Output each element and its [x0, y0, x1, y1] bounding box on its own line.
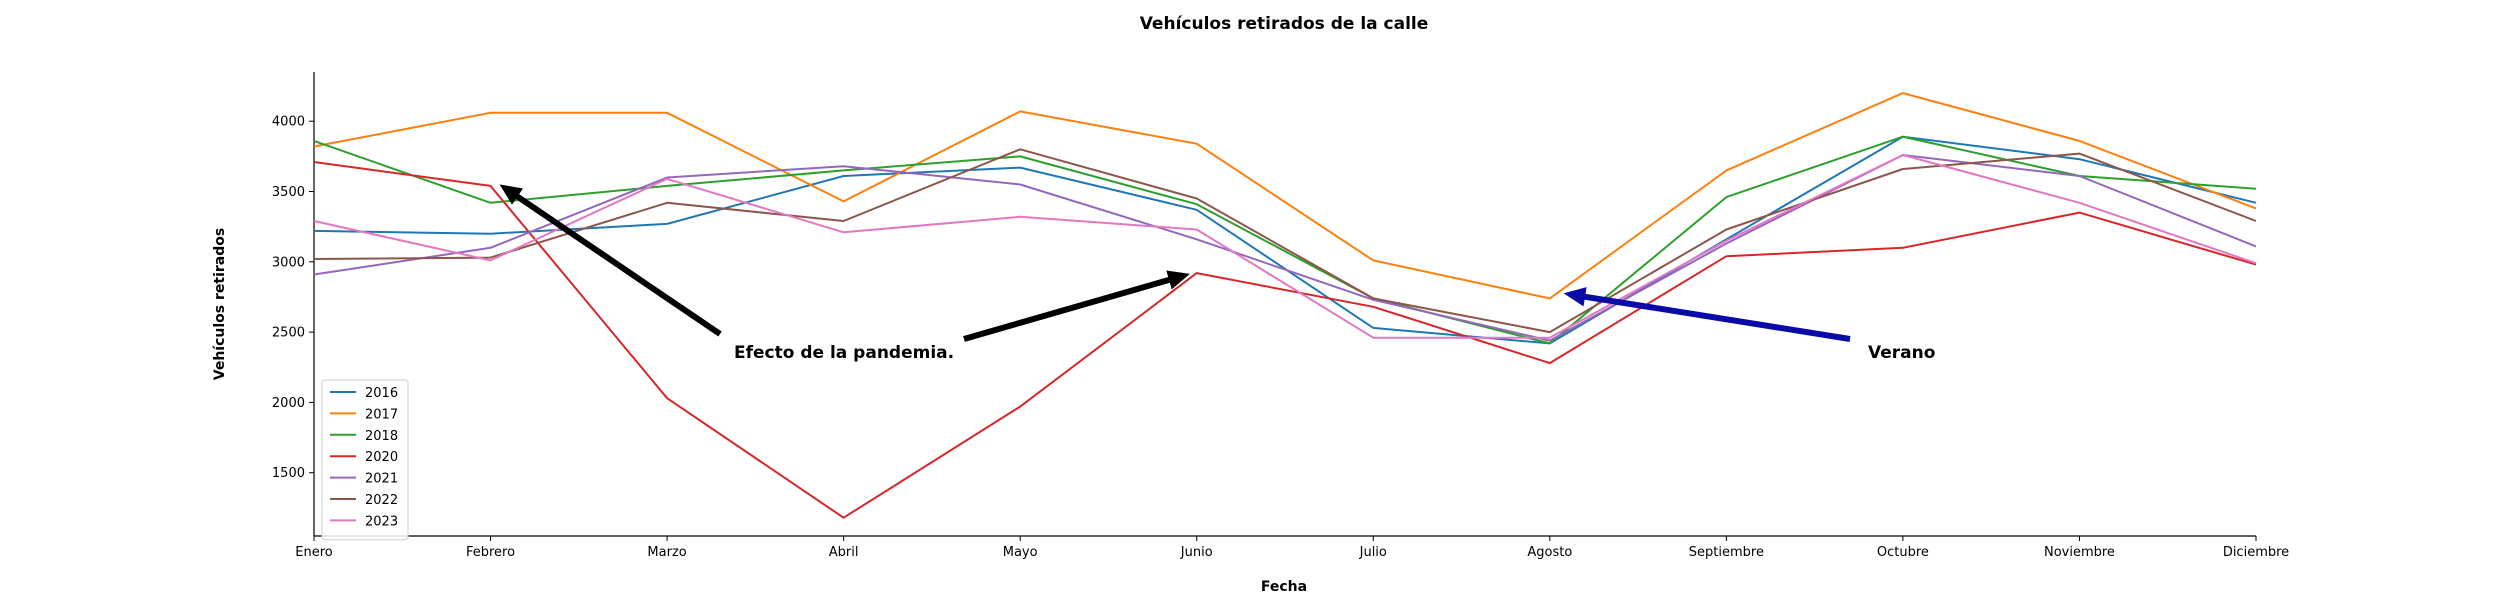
series-line-2020	[313, 161, 2257, 519]
y-tick-label: 2500	[272, 326, 305, 341]
arrow-febrero-shaft	[515, 193, 722, 337]
annotations: Efecto de la pandemia. Verano	[499, 184, 1935, 363]
x-tick-label: Abril	[829, 545, 859, 560]
y-axis-label: Vehículos retirados	[212, 228, 228, 380]
series-line-2017	[313, 92, 2257, 300]
annotation-verano: Verano	[1868, 343, 1935, 363]
y-tick-label: 3000	[272, 255, 305, 270]
y-tick-label: 1500	[272, 466, 305, 481]
x-axis-label: Fecha	[1261, 579, 1307, 595]
arrow-agosto-shaft	[1584, 293, 1851, 342]
arrow-agosto-head	[1563, 287, 1587, 307]
series-line-2023	[313, 154, 2257, 339]
legend-label-2023: 2023	[365, 514, 398, 529]
x-tick-label: Enero	[295, 545, 333, 560]
series-line-2018	[313, 135, 2257, 345]
y-tick-label: 4000	[272, 115, 305, 130]
x-tick-label: Septiembre	[1689, 545, 1764, 560]
series-line-2022	[313, 148, 2257, 334]
y-tick-label: 2000	[272, 396, 305, 411]
legend: 2016 2017 2018 2020 2021 2022 2023	[321, 379, 409, 541]
y-tick-label: 3500	[272, 185, 305, 200]
axes: Enero Febrero Marzo Abril Mayo Junio Julio Agos…	[272, 72, 2289, 560]
x-tick-label: Octubre	[1877, 545, 1929, 560]
x-tick-label: Agosto	[1527, 545, 1572, 560]
x-tick-label: Diciembre	[2223, 545, 2289, 560]
x-tick-label: Febrero	[466, 545, 515, 560]
x-tick-label: Marzo	[647, 545, 686, 560]
series-line-2021	[313, 154, 2257, 342]
legend-label-2020: 2020	[365, 450, 398, 465]
x-tick-label: Julio	[1359, 545, 1387, 560]
annotation-pandemia: Efecto de la pandemia.	[734, 343, 954, 363]
x-tick-label: Mayo	[1003, 545, 1038, 560]
chart-title: Vehículos retirados de la calle	[1140, 14, 1429, 34]
legend-label-2017: 2017	[365, 407, 398, 422]
x-tick-label: Junio	[1180, 545, 1213, 560]
arrow-junio-shaft	[963, 276, 1171, 342]
arrow-febrero-head	[499, 184, 523, 205]
legend-label-2021: 2021	[365, 472, 398, 487]
legend-label-2016: 2016	[365, 386, 398, 401]
legend-label-2018: 2018	[365, 429, 398, 444]
series-lines	[313, 92, 2257, 519]
x-tick-label: Noviembre	[2044, 545, 2115, 560]
legend-label-2022: 2022	[365, 493, 398, 508]
series-line-2016	[313, 135, 2257, 345]
arrow-junio-head	[1166, 270, 1190, 290]
